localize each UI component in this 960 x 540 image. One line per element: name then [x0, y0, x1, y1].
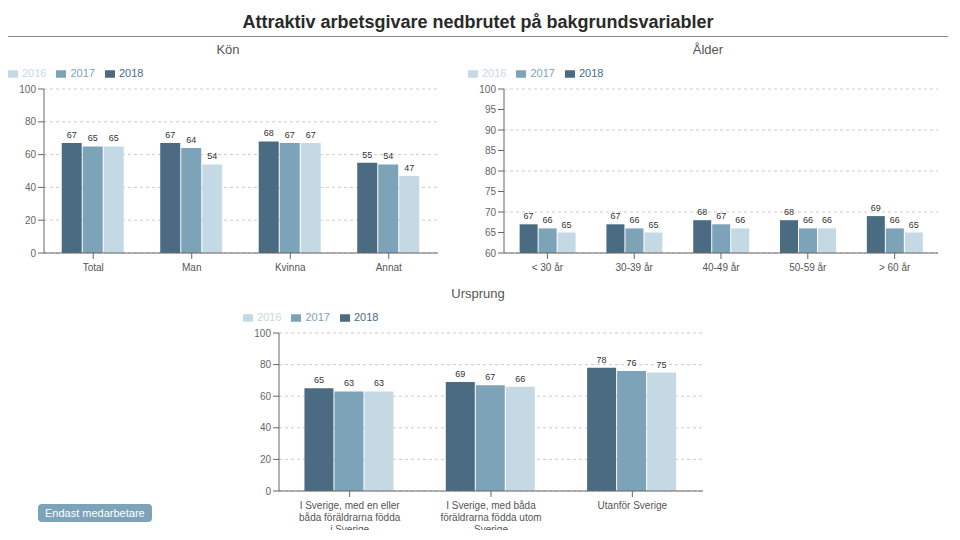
svg-text:47: 47: [404, 163, 414, 173]
html-text:2017: 2017: [70, 67, 95, 79]
svg-text:20: 20: [25, 215, 37, 226]
html-text:2016: 2016: [257, 311, 282, 323]
svg-text:60: 60: [485, 248, 497, 259]
html-text:2018: 2018: [119, 67, 144, 79]
svg-text:66: 66: [543, 215, 553, 225]
svg-text:66: 66: [890, 215, 900, 225]
svg-text:76: 76: [627, 358, 637, 368]
svg-text:63: 63: [344, 378, 354, 388]
html-text:Kön: Kön: [216, 42, 240, 57]
svg-text:67: 67: [524, 211, 534, 221]
svg-text:64: 64: [186, 135, 196, 145]
svg-text:< 30 år: < 30 år: [532, 262, 564, 273]
svg-text:63: 63: [374, 378, 384, 388]
svg-text:I Sverige, med en ellerbåda fö: I Sverige, med en ellerbåda föräldrarna …: [299, 500, 401, 530]
html-text:Ålder: Ålder: [692, 42, 724, 57]
svg-text:40: 40: [260, 422, 272, 433]
svg-text:68: 68: [264, 128, 274, 138]
html-text:Ursprung: Ursprung: [451, 286, 505, 301]
svg-text:65: 65: [562, 220, 572, 230]
svg-text:65: 65: [485, 227, 497, 238]
svg-text:69: 69: [455, 369, 465, 379]
svg-text:68: 68: [697, 207, 707, 217]
svg-text:66: 66: [822, 215, 832, 225]
svg-text:65: 65: [88, 133, 98, 143]
svg-text:Man: Man: [182, 262, 201, 273]
svg-text:65: 65: [314, 375, 324, 385]
svg-text:66: 66: [515, 374, 525, 384]
svg-text:65: 65: [648, 220, 658, 230]
svg-text:30-39 år: 30-39 år: [616, 262, 654, 273]
svg-text:20: 20: [260, 454, 272, 465]
svg-text:85: 85: [485, 145, 497, 156]
svg-text:I Sverige, med bådaföräldrarna: I Sverige, med bådaföräldrarna födda uto…: [440, 500, 541, 530]
svg-text:100: 100: [254, 328, 271, 339]
svg-text:70: 70: [485, 207, 497, 218]
svg-text:75: 75: [485, 186, 497, 197]
svg-text:Total: Total: [83, 262, 104, 273]
svg-text:78: 78: [597, 355, 607, 365]
svg-text:80: 80: [25, 116, 37, 127]
html-text:2017: 2017: [530, 67, 555, 79]
svg-text:67: 67: [285, 130, 295, 140]
svg-text:0: 0: [265, 486, 271, 497]
svg-text:69: 69: [871, 203, 881, 213]
svg-text:68: 68: [784, 207, 794, 217]
svg-text:Utanför Sverige: Utanför Sverige: [598, 500, 668, 511]
svg-text:54: 54: [383, 151, 393, 161]
svg-text:67: 67: [306, 130, 316, 140]
svg-text:66: 66: [735, 215, 745, 225]
svg-text:67: 67: [67, 130, 77, 140]
svg-text:55: 55: [362, 150, 372, 160]
html-text:2016: 2016: [22, 67, 47, 79]
svg-text:100: 100: [479, 84, 496, 95]
html-text:Endast medarbetare: Endast medarbetare: [45, 507, 145, 519]
html-text:Attraktiv arbetsgivare nedbrut: Attraktiv arbetsgivare nedbrutet på bakg…: [242, 12, 714, 32]
svg-text:66: 66: [629, 215, 639, 225]
svg-text:90: 90: [485, 125, 497, 136]
svg-text:67: 67: [165, 130, 175, 140]
svg-text:80: 80: [485, 166, 497, 177]
svg-text:40-49 år: 40-49 år: [702, 262, 740, 273]
svg-text:0: 0: [30, 248, 36, 259]
svg-text:75: 75: [657, 360, 667, 370]
svg-text:Annat: Annat: [376, 262, 402, 273]
svg-text:65: 65: [109, 133, 119, 143]
svg-text:80: 80: [260, 359, 272, 370]
svg-text:66: 66: [803, 215, 813, 225]
svg-text:> 60 år: > 60 år: [879, 262, 911, 273]
svg-text:Kvinna: Kvinna: [275, 262, 306, 273]
html-text:2017: 2017: [305, 311, 330, 323]
svg-text:65: 65: [909, 220, 919, 230]
svg-text:54: 54: [207, 151, 217, 161]
svg-text:67: 67: [610, 211, 620, 221]
svg-text:95: 95: [485, 104, 497, 115]
svg-text:67: 67: [716, 211, 726, 221]
html-text:2018: 2018: [354, 311, 379, 323]
svg-text:60: 60: [25, 149, 37, 160]
svg-text:100: 100: [19, 84, 36, 95]
html-text:2018: 2018: [579, 67, 604, 79]
svg-text:50-59 år: 50-59 år: [789, 262, 827, 273]
html-text:2016: 2016: [482, 67, 507, 79]
svg-text:60: 60: [260, 391, 272, 402]
svg-text:40: 40: [25, 182, 37, 193]
svg-text:67: 67: [485, 372, 495, 382]
